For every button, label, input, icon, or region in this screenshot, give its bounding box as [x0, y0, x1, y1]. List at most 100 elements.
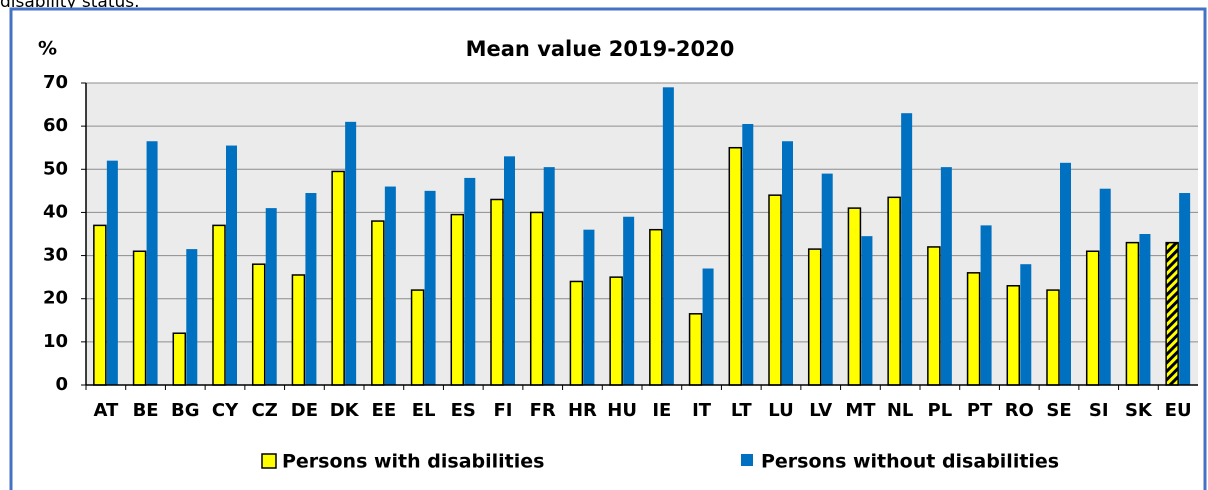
x-tick-label: SE — [1046, 400, 1071, 421]
y-tick-label: 60 — [43, 115, 68, 136]
y-tick-label: 70 — [43, 72, 68, 93]
x-tick-label: IT — [692, 400, 712, 421]
y-tick-label: 30 — [43, 245, 68, 266]
x-tick-label: LV — [809, 400, 832, 421]
bar — [649, 228, 663, 386]
bar — [702, 268, 714, 385]
bar — [291, 274, 306, 386]
bar — [331, 170, 345, 386]
x-tick-label: RO — [1005, 400, 1034, 421]
x-tick-label: PL — [928, 400, 953, 421]
bar — [847, 207, 862, 386]
x-tick-label: DK — [330, 400, 360, 421]
bar — [901, 113, 913, 385]
y-tick-label: 40 — [43, 201, 68, 222]
y-tick-label: 0 — [55, 374, 68, 395]
bar — [529, 211, 544, 386]
x-tick-label: IE — [652, 400, 671, 421]
bar — [782, 141, 793, 385]
legend-swatch — [261, 453, 277, 469]
x-tick-label: NL — [887, 400, 914, 421]
bar — [93, 224, 107, 386]
bar — [1165, 241, 1179, 386]
x-tick-label: EU — [1165, 400, 1192, 421]
x-tick-label: BG — [171, 400, 200, 421]
y-tick-label: 50 — [43, 158, 68, 179]
bar — [212, 224, 226, 386]
bar — [1139, 234, 1151, 385]
bar — [688, 313, 703, 386]
x-tick-label: FR — [530, 400, 556, 421]
frame — [9, 7, 1207, 490]
bar — [980, 225, 992, 385]
legend-label: Persons without disabilities — [761, 451, 1059, 473]
x-tick-label: AT — [93, 400, 119, 421]
bar — [464, 177, 476, 385]
x-tick-label: CZ — [252, 400, 278, 421]
bar — [1020, 264, 1032, 385]
legend-label: Persons with disabilities — [282, 451, 544, 473]
bar — [821, 173, 833, 385]
bar — [450, 213, 465, 386]
x-tick-label: SK — [1125, 400, 1153, 421]
y-tick-label: 10 — [43, 331, 68, 352]
bar — [146, 141, 158, 385]
bar — [807, 248, 822, 386]
bar — [345, 121, 357, 385]
bar — [1099, 188, 1111, 385]
bar — [1060, 162, 1071, 385]
bar — [410, 289, 425, 386]
bar — [226, 145, 237, 385]
bar — [186, 249, 198, 385]
bar — [251, 263, 266, 386]
bar — [1046, 289, 1060, 386]
x-tick-label: CY — [212, 400, 239, 421]
bar — [424, 190, 436, 385]
bar — [1006, 285, 1021, 386]
bar — [543, 167, 555, 385]
x-tick-label: LT — [731, 400, 752, 421]
bar — [742, 123, 754, 385]
x-tick-label: EL — [412, 400, 436, 421]
x-tick-label: MT — [845, 400, 876, 421]
bar — [305, 193, 317, 385]
bar — [504, 156, 515, 385]
x-tick-label: LU — [768, 400, 793, 421]
x-tick-label: SI — [1089, 400, 1109, 421]
bar — [662, 87, 674, 386]
bar — [384, 186, 396, 385]
bar — [623, 216, 635, 385]
bar — [1085, 250, 1100, 386]
bar — [728, 146, 743, 386]
x-tick-label: PT — [967, 400, 993, 421]
chart-title: Mean value 2019-2020 — [466, 37, 735, 61]
y-axis-label: % — [38, 38, 57, 60]
bar — [569, 280, 584, 386]
x-tick-label: DE — [291, 400, 318, 421]
bar — [861, 236, 873, 385]
bar — [940, 167, 952, 385]
y-tick-label: 20 — [43, 288, 68, 309]
bar — [887, 196, 901, 386]
bar — [583, 229, 595, 385]
bar — [966, 272, 981, 386]
x-tick-label: HU — [607, 400, 637, 421]
bar — [490, 198, 504, 386]
x-tick-label: HR — [568, 400, 597, 421]
bar — [1125, 241, 1140, 386]
legend-swatch — [741, 454, 753, 466]
x-tick-label: ES — [451, 400, 476, 421]
x-tick-label: FI — [494, 400, 513, 421]
x-tick-label: EE — [372, 400, 397, 421]
bar — [106, 160, 118, 385]
bar — [609, 276, 623, 386]
bar — [371, 220, 385, 386]
x-tick-label: BE — [133, 400, 159, 421]
bar — [132, 250, 147, 386]
bar — [1179, 193, 1191, 385]
bar — [768, 194, 782, 386]
bar — [172, 332, 187, 386]
bar — [927, 246, 941, 386]
bar — [265, 208, 277, 385]
